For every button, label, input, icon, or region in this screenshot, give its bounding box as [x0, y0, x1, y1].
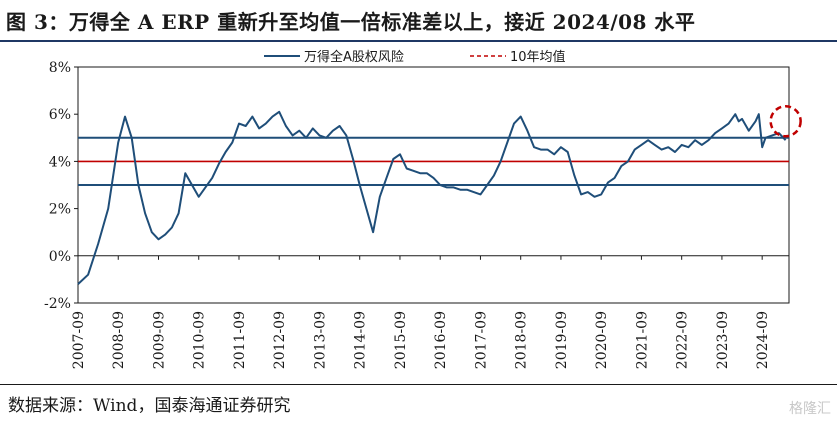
x-tick-label: 2021-09: [634, 311, 650, 369]
y-tick-label: 2%: [49, 202, 71, 218]
source-note: 数据来源：Wind，国泰海通证券研究: [8, 396, 291, 416]
legend-series-label: 万得全A股权风险: [304, 49, 404, 65]
y-tick-label: 8%: [49, 60, 71, 76]
x-tick-label: 2023-09: [715, 311, 731, 369]
x-tick-label: 2011-09: [232, 311, 248, 369]
x-tick-label: 2022-09: [675, 311, 691, 369]
x-tick-label: 2010-09: [192, 311, 208, 369]
x-tick-label: 2009-09: [151, 311, 167, 369]
x-tick-label: 2013-09: [312, 311, 328, 369]
x-tick-label: 2007-09: [71, 311, 87, 369]
erp-series-line: [77, 110, 787, 285]
y-tick-label: 6%: [49, 107, 71, 123]
title-divider: [0, 40, 837, 42]
x-tick-label: 2015-09: [393, 311, 409, 369]
highlight-circle: [769, 105, 802, 138]
x-tick-label: 2008-09: [111, 311, 127, 369]
watermark-logo: 格隆汇: [789, 401, 831, 417]
x-tick-label: 2024-09: [755, 311, 771, 369]
x-tick-label: 2019-09: [554, 311, 570, 369]
figure-title: 图 3：万得全 A ERP 重新升至均值一倍标准差以上，接近 2024/08 水…: [6, 10, 696, 34]
x-tick-label: 2012-09: [272, 311, 288, 369]
x-tick-label: 2017-09: [473, 311, 489, 369]
y-tick-label: 4%: [49, 154, 71, 170]
y-tick-label: -2%: [44, 296, 71, 312]
x-tick-label: 2016-09: [433, 311, 449, 369]
source-divider: [0, 384, 837, 385]
line-chart: -2% 0% 2% 4% 6% 8% 2007-09 2008-09 2009-09 2010-0…: [44, 49, 802, 369]
x-tick-label: 2018-09: [514, 311, 530, 369]
title-bar: 图 3：万得全 A ERP 重新升至均值一倍标准差以上，接近 2024/08 水…: [0, 0, 837, 40]
x-tick-label: 2014-09: [353, 311, 369, 369]
legend-mean-label: 10年均值: [510, 49, 566, 65]
y-tick-label: 0%: [49, 249, 71, 265]
x-tick-label: 2020-09: [594, 311, 610, 369]
